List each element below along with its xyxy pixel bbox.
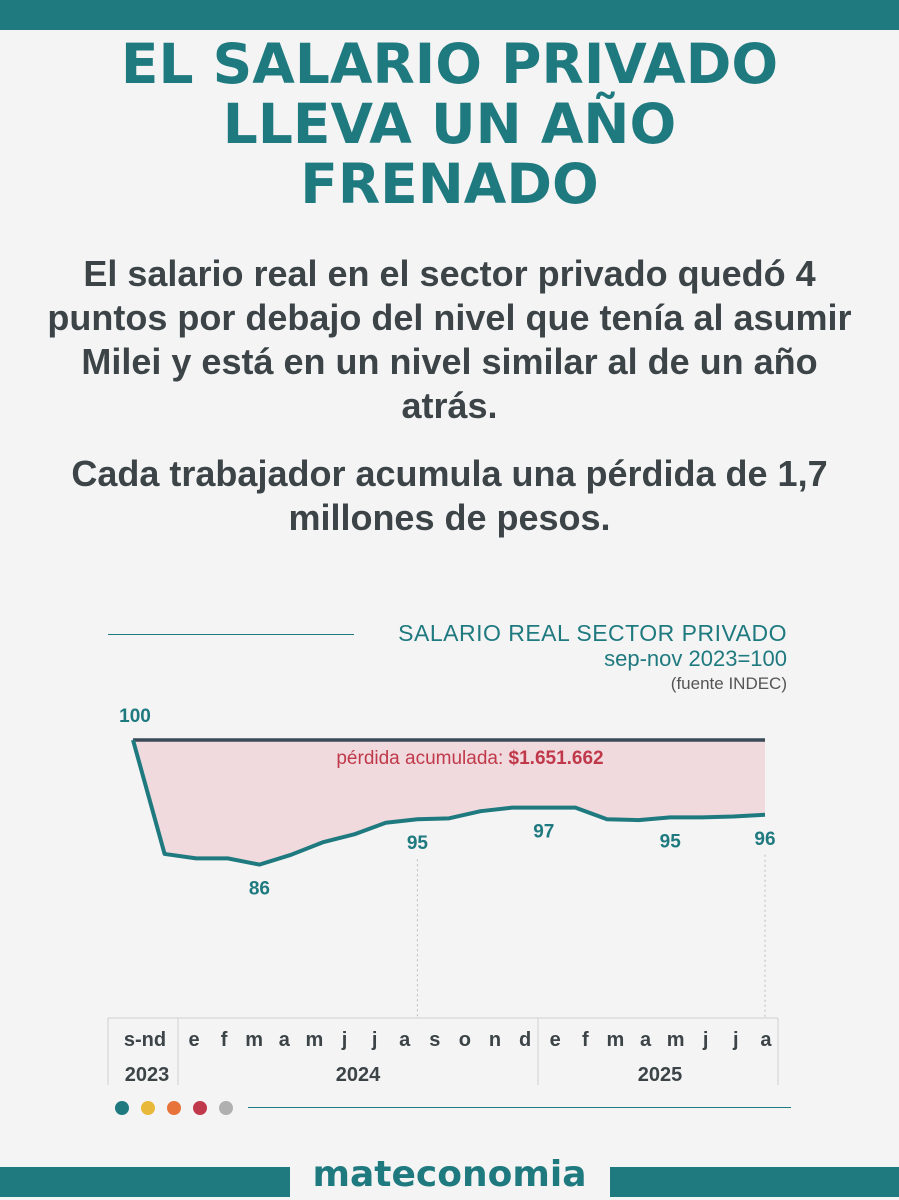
x-tick-label-1: e [188, 1029, 199, 1051]
bottom-rule [248, 1107, 791, 1108]
x-tick-label-2: f [221, 1029, 228, 1051]
color-dot [167, 1101, 181, 1115]
x-tick-label-10: o [459, 1029, 471, 1051]
subtitle: El salario real en el sector privado que… [40, 252, 859, 564]
x-tick-label-19: j [732, 1029, 739, 1051]
loss-area [133, 740, 765, 865]
x-tick-label-13: e [550, 1029, 561, 1051]
salary-series [131, 739, 766, 867]
x-tick-label-20: a [760, 1029, 772, 1051]
data-label-3: 97 [533, 822, 554, 843]
color-dot [141, 1101, 155, 1115]
x-tick-label-0: s-nd [124, 1029, 166, 1051]
x-tick-label-8: a [399, 1029, 411, 1051]
x-tick-label-17: m [667, 1029, 685, 1051]
loss-annotation-value: $1.651.662 [509, 748, 604, 769]
headline-line-1: EL SALARIO PRIVADO [120, 32, 779, 96]
chart-title-rule [108, 634, 354, 635]
x-tick-label-12: d [519, 1029, 531, 1051]
x-tick-label-18: j [702, 1029, 709, 1051]
subtitle-paragraph-2: Cada trabajador acumula una pérdida de 1… [71, 453, 828, 538]
x-tick-label-6: j [341, 1029, 348, 1051]
year-label-2023: 2023 [125, 1064, 170, 1086]
x-tick-label-14: f [582, 1029, 589, 1051]
data-label-4: 95 [660, 831, 682, 852]
x-tick-label-4: a [279, 1029, 291, 1051]
x-tick-label-9: s [429, 1029, 440, 1051]
x-tick-label-3: m [245, 1029, 263, 1051]
year-label-2024: 2024 [336, 1064, 381, 1086]
top-bar [0, 0, 899, 30]
salary-chart: pérdida acumulada: $1.651.662 100 86 95 97 95… [107, 706, 779, 1086]
x-tick-label-5: m [306, 1029, 324, 1051]
x-tick-label-7: j [371, 1029, 378, 1051]
brand-bar-left [0, 1167, 290, 1197]
chart-subtitle: sep-nov 2023=100 [604, 646, 787, 671]
data-label-1: 86 [249, 879, 270, 900]
loss-annotation-prefix: pérdida acumulada: [336, 748, 508, 769]
data-label-5: 96 [754, 829, 775, 850]
headline-line-2: LLEVA UN AÑO [222, 92, 677, 156]
subtitle-paragraph-1: El salario real en el sector privado que… [47, 253, 852, 426]
data-label-0: 100 [119, 706, 151, 727]
color-dot [193, 1101, 207, 1115]
year-label-2025: 2025 [638, 1064, 683, 1086]
loss-annotation: pérdida acumulada: $1.651.662 [336, 748, 603, 769]
brand-bar-right [610, 1167, 899, 1197]
data-label-2: 95 [407, 833, 429, 854]
headline-line-3: FRENADO [300, 152, 599, 216]
x-tick-label-16: a [640, 1029, 652, 1051]
x-tick-label-11: n [489, 1029, 501, 1051]
color-dot [219, 1101, 233, 1115]
x-tick-label-15: m [607, 1029, 625, 1051]
chart-source: (fuente INDEC) [670, 674, 787, 693]
brand-logo: mateconomia [312, 1154, 587, 1195]
headline: EL SALARIO PRIVADO LLEVA UN AÑO FRENADO [0, 34, 899, 214]
color-dot [115, 1101, 129, 1115]
chart-title: SALARIO REAL SECTOR PRIVADO [398, 620, 787, 646]
